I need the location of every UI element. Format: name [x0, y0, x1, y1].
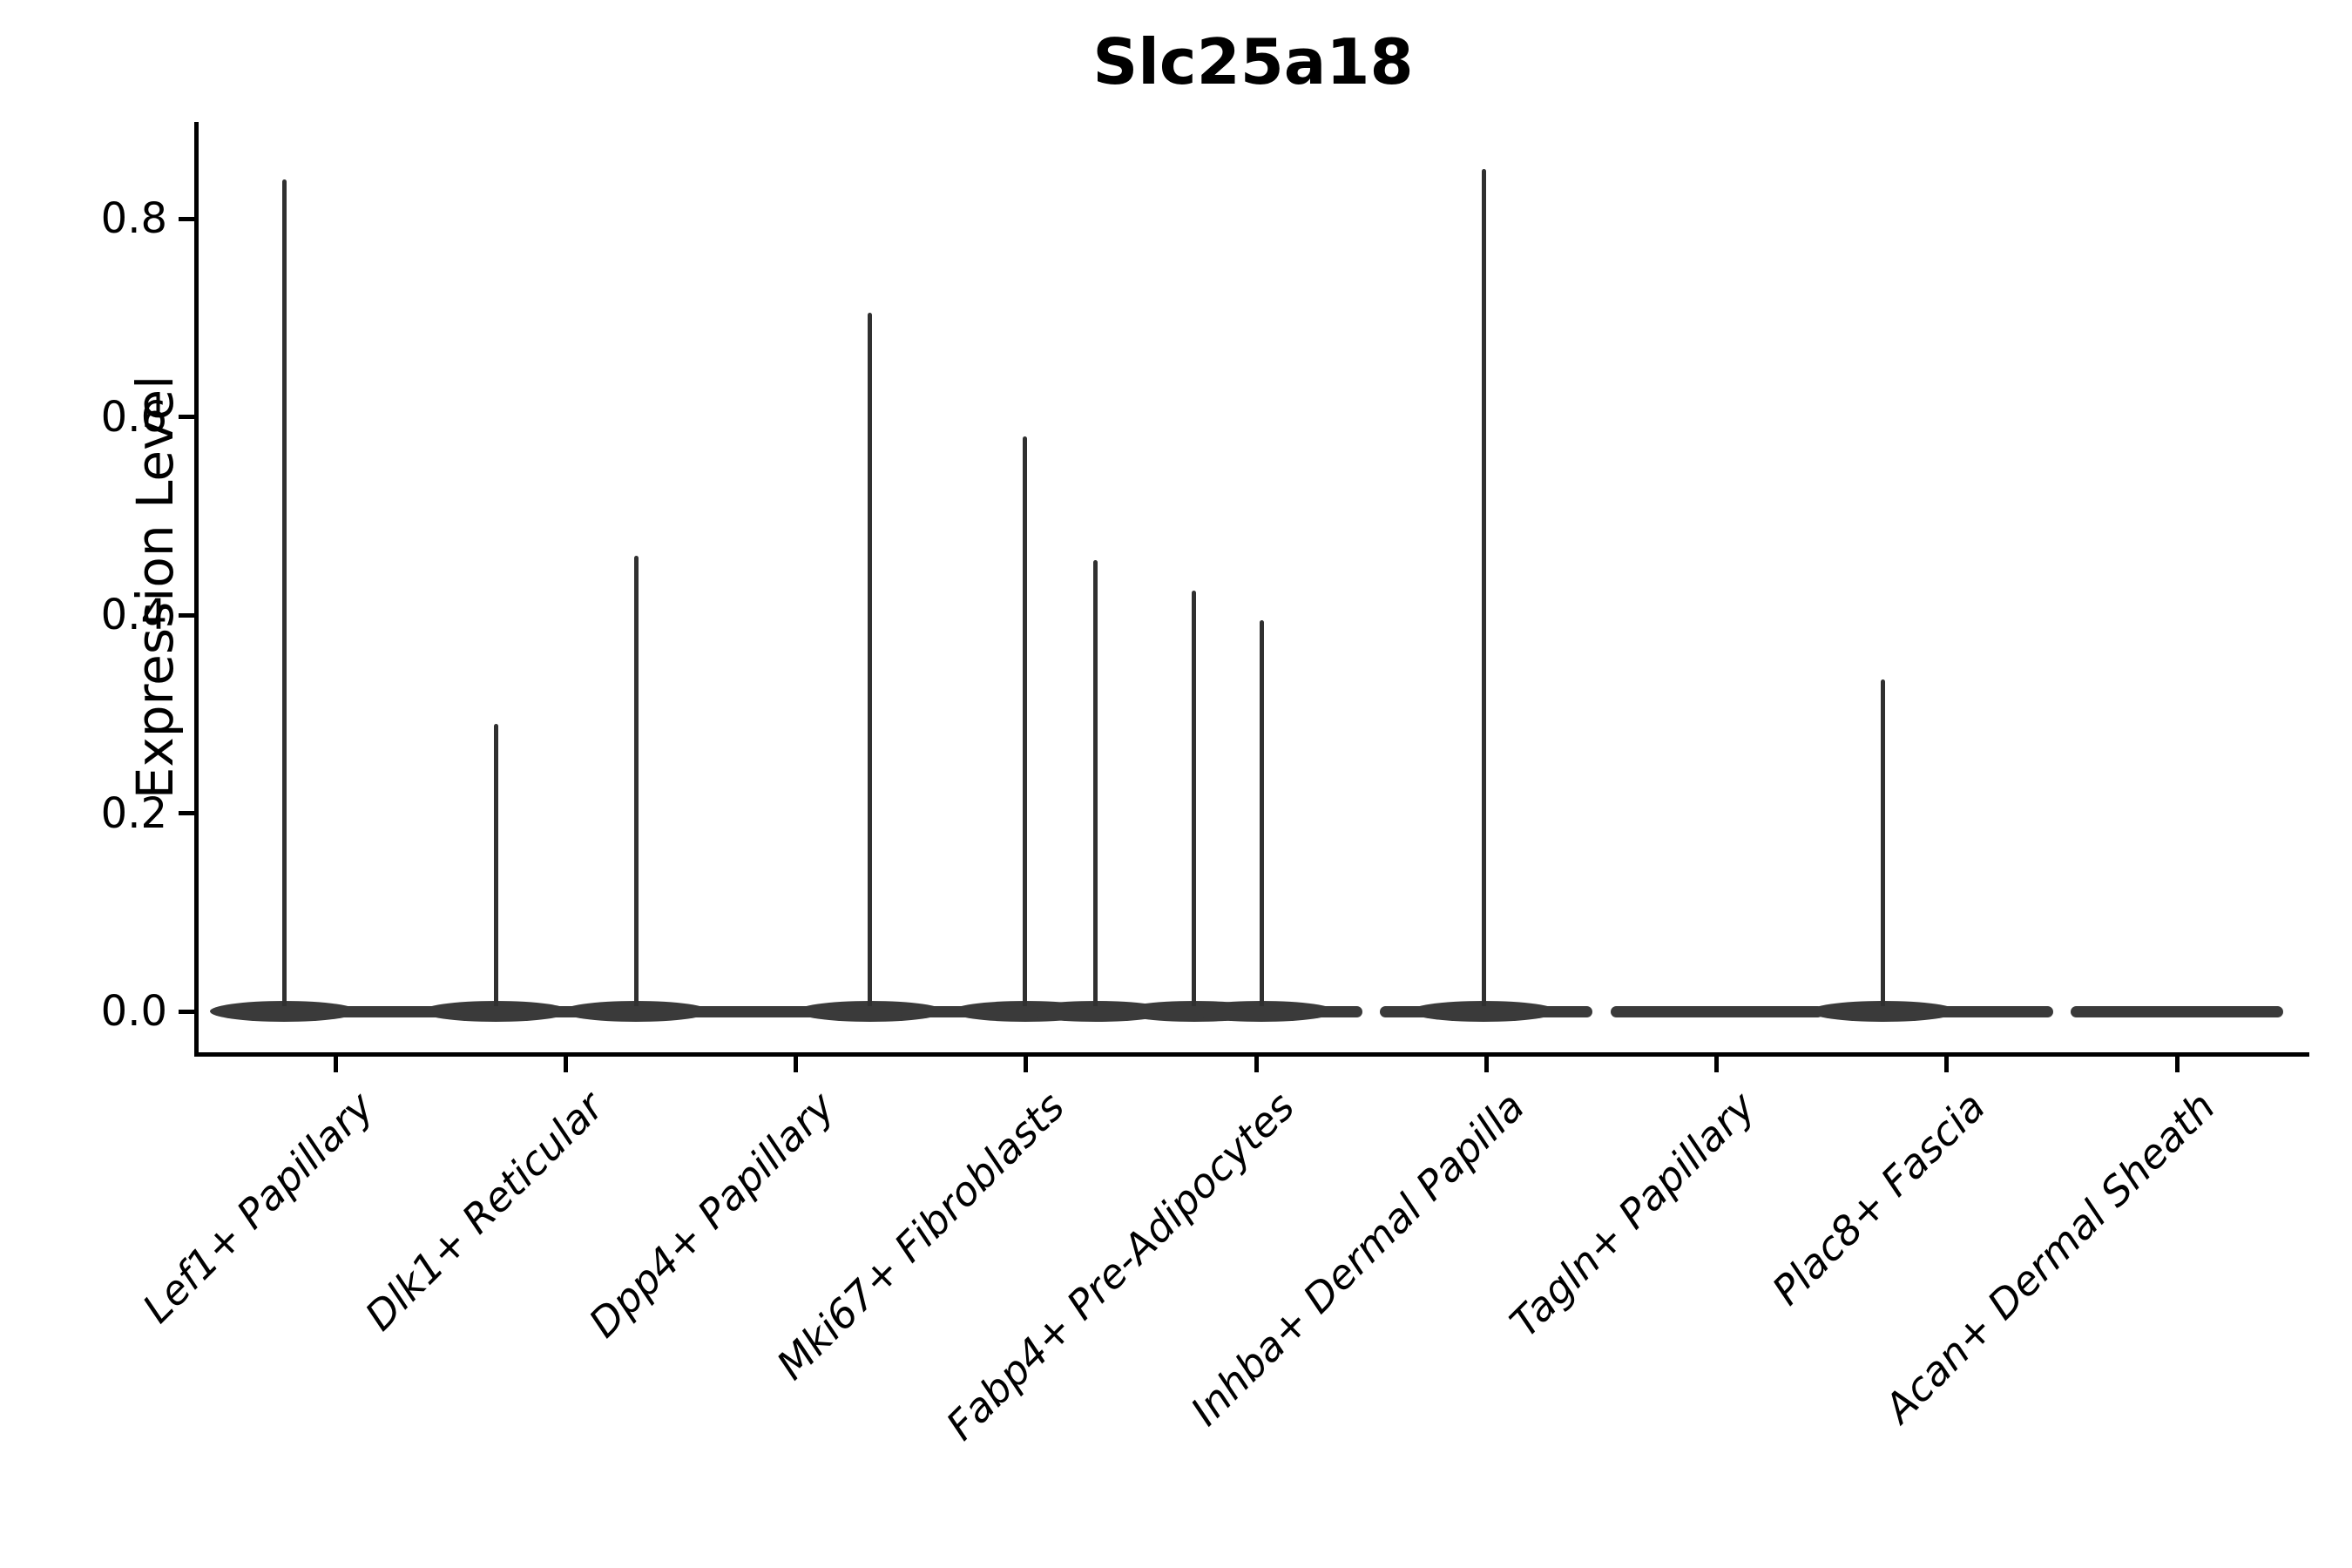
x-tick-mark	[333, 1057, 338, 1072]
y-tick-mark	[179, 216, 194, 221]
violin-zero-body	[1610, 1005, 1823, 1017]
y-axis-spine	[194, 122, 199, 1057]
violin-zero-body	[689, 1005, 902, 1017]
x-tick-mark	[794, 1057, 798, 1072]
y-tick-mark	[179, 1009, 194, 1014]
x-tick-mark	[1484, 1057, 1489, 1072]
x-axis-spine	[194, 1052, 2309, 1057]
x-tick-label: Dpp4+ Papillary	[579, 1083, 843, 1347]
y-tick-label: 0.4	[100, 591, 167, 639]
y-tick-mark	[179, 612, 194, 618]
violin-zero-body	[1840, 1005, 2053, 1017]
y-tick-label: 0.8	[100, 194, 167, 243]
x-tick-mark	[1714, 1057, 1719, 1072]
x-tick-mark	[1254, 1057, 1259, 1072]
plot-title: Slc25a18	[1092, 25, 1414, 98]
violin-spike	[493, 724, 498, 1011]
violin-zero-body	[229, 1005, 442, 1017]
violin-spike	[1192, 590, 1197, 1011]
x-tick-mark	[2174, 1057, 2180, 1072]
x-tick-label: Plac8+ Fascia	[1762, 1083, 1994, 1315]
x-tick-mark	[1024, 1057, 1029, 1072]
violin-zero-body	[1150, 1005, 1362, 1017]
x-tick-label: Dlk1+ Reticular	[355, 1083, 613, 1340]
y-tick-label: 0.0	[100, 987, 167, 1036]
violin-spike	[633, 555, 639, 1011]
x-tick-label: Tagln+ Papillary	[1500, 1083, 1764, 1347]
x-tick-mark	[1944, 1057, 1950, 1072]
y-tick-mark	[179, 415, 194, 419]
x-tick-mark	[563, 1057, 568, 1072]
violin-spike	[1881, 679, 1886, 1011]
violin-spike	[1259, 619, 1264, 1011]
y-tick-mark	[179, 811, 194, 815]
y-tick-label: 0.6	[100, 392, 167, 442]
x-tick-label: Lef1+ Papillary	[133, 1083, 383, 1332]
y-tick-label: 0.2	[100, 788, 167, 838]
violin-zero-body	[2071, 1005, 2283, 1017]
violin-zero-body	[459, 1005, 672, 1017]
violin-zero-body	[919, 1005, 1132, 1017]
violin-spike	[1481, 169, 1486, 1011]
violin-spike	[281, 179, 287, 1011]
violin-spike	[1093, 560, 1098, 1011]
violin-spike	[1023, 436, 1028, 1011]
violin-zero-body	[1380, 1005, 1593, 1017]
violin-spike	[868, 313, 873, 1011]
